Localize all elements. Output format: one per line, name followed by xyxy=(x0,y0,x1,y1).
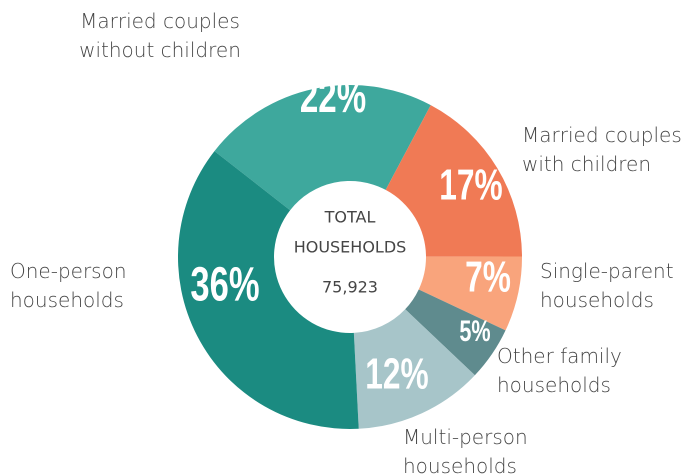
value-label: 22% xyxy=(300,72,366,122)
donut-segment xyxy=(405,289,506,376)
category-label-line: Single-parent xyxy=(540,259,674,283)
value-label: 12% xyxy=(365,350,428,399)
donut-segment xyxy=(418,256,522,331)
category-label-line: Married couples xyxy=(80,9,240,33)
donut-segment xyxy=(353,309,475,429)
category-label-line: households xyxy=(540,288,654,312)
category-label-line: households xyxy=(10,288,124,312)
donut-segment xyxy=(214,84,431,211)
category-label: One-person households xyxy=(10,259,127,312)
category-label-line: with children xyxy=(522,152,651,176)
center-label: 75,923 xyxy=(322,278,378,297)
category-label-line: One-person xyxy=(10,259,127,283)
donut-segment xyxy=(385,105,522,257)
value-label: 5% xyxy=(459,313,490,347)
donut xyxy=(178,84,522,429)
category-label: Single-parent households xyxy=(540,259,674,312)
center-label: HOUSEHOLDS xyxy=(294,238,407,257)
category-label-line: Other family xyxy=(497,344,622,368)
center-label: TOTAL xyxy=(324,208,376,227)
category-label: Married couples without children xyxy=(79,9,241,62)
donut-segment xyxy=(178,151,359,429)
category-label-line: Multi-person xyxy=(403,425,528,449)
value-label: 17% xyxy=(439,161,502,210)
category-label: Multi-person households xyxy=(403,425,528,475)
category-label: Other family households xyxy=(497,344,622,397)
category-label-line: without children xyxy=(79,38,241,62)
category-label-line: households xyxy=(497,373,611,397)
value-label: 7% xyxy=(465,253,511,302)
category-label: Married couples with children xyxy=(522,123,682,176)
category-label-line: Married couples xyxy=(522,123,682,147)
category-label-line: households xyxy=(403,454,517,475)
value-label: 36% xyxy=(190,257,259,311)
